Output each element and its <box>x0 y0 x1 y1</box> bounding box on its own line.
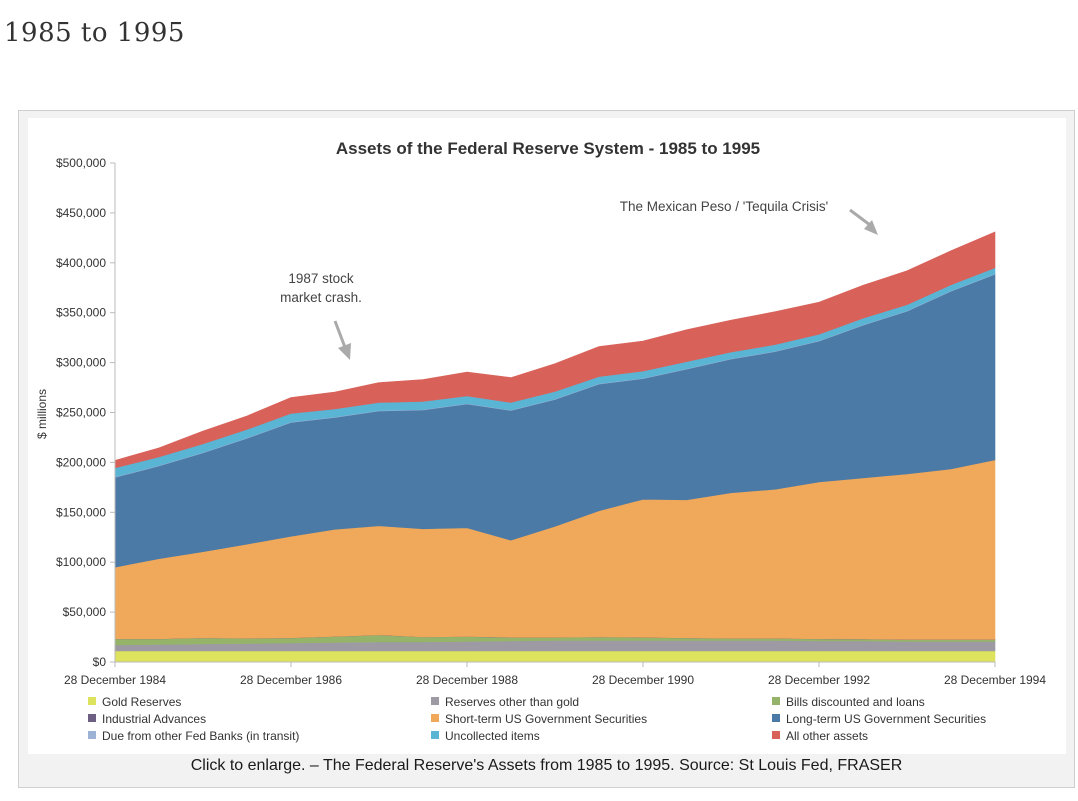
y-tick-label: $500,000 <box>56 156 106 170</box>
x-tick-label: 28 December 1984 <box>64 673 166 687</box>
legend-swatch <box>772 714 780 722</box>
annotation-tequila-text: The Mexican Peso / 'Tequila Crisis' <box>620 199 829 214</box>
y-tick-label: $300,000 <box>56 356 106 370</box>
area-layer <box>114 231 996 663</box>
legend-label: Due from other Fed Banks (in transit) <box>102 729 299 743</box>
y-tick-label: $200,000 <box>56 455 106 469</box>
annotation-crash-line-1: 1987 stock <box>288 271 354 286</box>
legend-swatch <box>772 731 780 739</box>
stacked-area-chart: Assets of the Federal Reserve System - 1… <box>35 139 1046 743</box>
y-tick-label: $0 <box>93 655 107 669</box>
annotation-crash: 1987 stock market crash. <box>280 271 362 360</box>
legend-label: Short-term US Government Securities <box>445 712 647 726</box>
x-tick-label: 28 December 1994 <box>944 673 1046 687</box>
x-tick-label: 28 December 1990 <box>592 673 694 687</box>
chart-card[interactable]: Assets of the Federal Reserve System - 1… <box>28 118 1066 754</box>
legend-label: All other assets <box>786 729 868 743</box>
legend-swatch <box>88 714 96 722</box>
figure-caption: Click to enlarge. – The Federal Reserve'… <box>190 757 903 774</box>
legend-label: Reserves other than gold <box>445 695 579 709</box>
y-axis-label: $ millions <box>35 389 49 439</box>
y-tick-label: $250,000 <box>56 406 106 420</box>
y-tick-label: $150,000 <box>56 505 106 519</box>
legend-label: Gold Reserves <box>102 695 181 709</box>
y-tick-label: $400,000 <box>56 256 106 270</box>
area-series-0 <box>114 650 996 663</box>
legend-swatch <box>431 731 439 739</box>
page-heading: 1985 to 1995 <box>4 18 185 48</box>
label-layer: $0 $50,000 $100,000 $150,000 $200,000 $250,00… <box>56 156 1046 687</box>
annotation-tequila-arrow <box>849 208 871 227</box>
legend-swatch <box>88 731 96 739</box>
x-tick-label: 28 December 1992 <box>768 673 870 687</box>
legend-swatch <box>431 714 439 722</box>
axis-layer <box>110 162 996 667</box>
annotation-tequila-arrowhead <box>864 220 878 235</box>
annotation-crash-arrowhead <box>338 343 351 360</box>
chart-legend: Gold Reserves Industrial Advances Due from… <box>88 695 986 743</box>
x-tick-label: 28 December 1988 <box>416 673 518 687</box>
y-tick-label: $350,000 <box>56 306 106 320</box>
y-tick-label: $50,000 <box>63 605 107 619</box>
annotation-tequila: The Mexican Peso / 'Tequila Crisis' <box>620 199 878 235</box>
area-series-8 <box>114 231 996 469</box>
legend-label: Bills discounted and loans <box>786 695 925 709</box>
legend-label: Industrial Advances <box>102 712 206 726</box>
y-tick-label: $100,000 <box>56 555 106 569</box>
legend-label: Long-term US Government Securities <box>786 712 986 726</box>
x-tick-label: 28 December 1986 <box>240 673 342 687</box>
legend-swatch <box>772 697 780 705</box>
y-tick-label: $450,000 <box>56 206 106 220</box>
legend-swatch <box>88 697 96 705</box>
legend-swatch <box>431 697 439 705</box>
chart-title: Assets of the Federal Reserve System - 1… <box>336 139 760 158</box>
annotation-crash-arrow <box>333 320 348 351</box>
legend-label: Uncollected items <box>445 729 540 743</box>
annotation-crash-line-2: market crash. <box>280 290 362 305</box>
